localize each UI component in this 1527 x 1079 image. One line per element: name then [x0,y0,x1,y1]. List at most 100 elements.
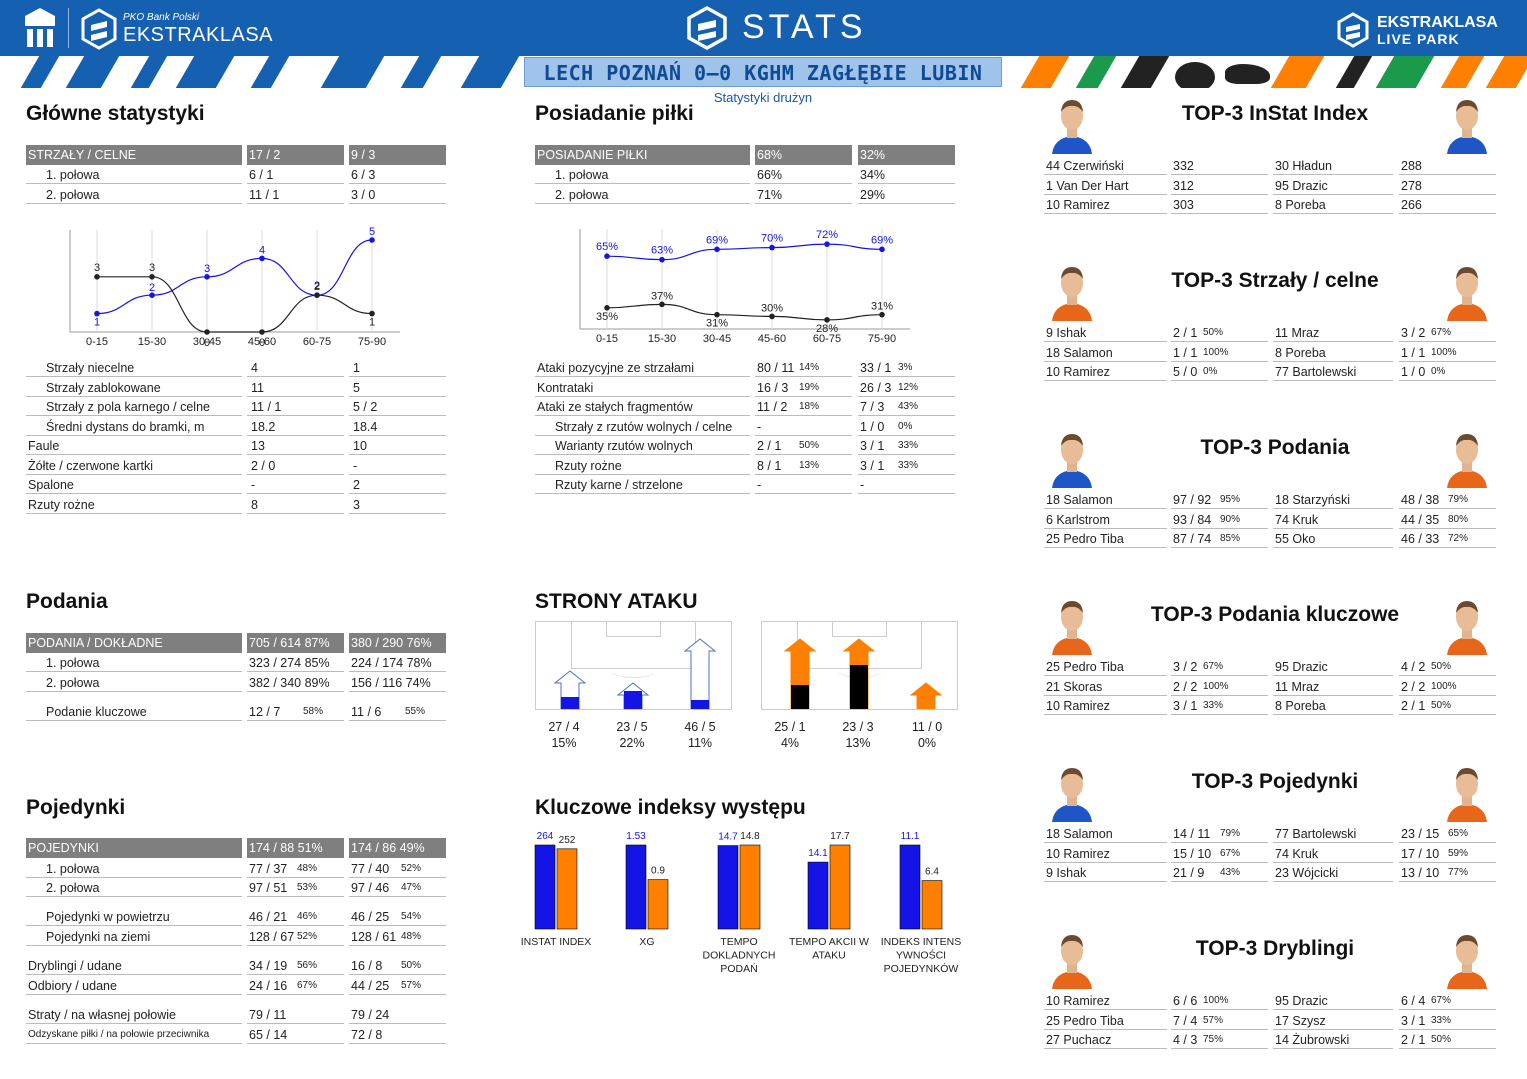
possession-row-away: 33 / 1 3% [858,359,955,377]
percent: 75% [1203,1034,1224,1045]
main-row-text: Rzuty rożne [28,497,95,512]
percent: 100% [1431,680,1457,692]
possession-row: Ataki ze stałych fragmentów [535,398,750,416]
top3-home-player: 10 Ramirez [1044,845,1167,863]
top3-home-player: 10 Ramirez [1044,992,1167,1010]
possession-title: Posiadanie piłki [535,102,694,125]
main-row-text: - [251,478,256,492]
possession-row-away: 3 / 1 33% [858,457,955,475]
duels-away: 128 / 61 48% [349,928,446,946]
main-row-cell: 3 [349,496,446,514]
possession-row: Warianty rzutów wolnych [535,437,750,455]
category-label: INSTAT INDEX [521,936,592,948]
top3-away-player: 23 Wójcicki [1273,864,1393,882]
player-name: 10 Ramirez [1046,846,1110,861]
x-tick-label: 45-60 [248,336,276,348]
home-attack-count: 46 / 5 [684,720,716,734]
value: 93 / 84 [1173,512,1212,527]
main-half-row-cell: 6 / 1 [247,166,344,184]
top3-away-player: 95 Drazic [1273,658,1393,676]
away-data-label: 30% [761,302,783,314]
passes-header-cell: PODANIA / DOKŁADNE [26,633,242,653]
value: 7 / 4 [1173,1013,1198,1028]
main-row-text: 5 / 2 [353,400,378,414]
percent: 18% [799,401,820,412]
passes-row-cell: 323 / 274 85% [247,654,344,672]
duels-home: 97 / 51 53% [247,879,344,897]
main-row-cell: 2 [349,476,446,494]
player-name: 77 Bartolewski [1275,365,1357,379]
home-attack-percent: 15% [551,736,577,750]
home-data-label: 2 [314,281,320,293]
percent: 43% [898,401,919,412]
value: 87 / 74 [1173,532,1212,546]
away-value-label: 14.8 [740,831,760,842]
top3-home-player: 9 Ishak [1044,864,1167,882]
percent: 43% [1220,867,1241,878]
player-photo-icon [1048,593,1096,655]
away-player-avatar [1443,593,1491,655]
percent: 50% [1431,700,1452,711]
top3-home-player: 44 Czerwiński [1044,157,1167,175]
away-data-label: 28% [816,323,838,335]
player-name: 18 Salamon [1046,827,1113,841]
x-tick-label: 75-90 [868,333,896,345]
duels-away: 46 / 25 54% [349,908,446,926]
value: 4 / 2 [1401,660,1426,674]
player-photo-icon [1048,927,1096,989]
home-point [149,292,155,298]
ekstraklasa-logo-icon [80,8,118,50]
away-player-avatar [1443,92,1491,154]
value: 2 / 1 [1401,699,1426,713]
key-pass-away: 11 / 6 55% [349,703,446,721]
value: 21 / 9 [1173,866,1205,880]
top3-home-player: 10 Ramirez [1044,697,1167,715]
percent: 53% [297,882,318,893]
value: 24 / 16 [249,979,288,993]
home-point [369,237,375,243]
home-player-avatar [1048,927,1096,989]
x-tick-label: 15-30 [648,333,676,345]
x-tick-label: 30-45 [193,336,221,348]
away-attack-count: 25 / 1 [774,720,806,734]
value: 97 / 51 [249,881,288,895]
value: 79 / 24 [351,1008,390,1022]
top3-away-player: 17 Szysz [1273,1012,1393,1030]
percent: 56% [297,960,318,971]
value: 11 / 2 [757,400,788,414]
passes-row-cell: 224 / 174 78% [349,654,446,672]
away-bar [647,879,669,930]
value: 2 / 1 [757,439,782,453]
percent: 95% [1220,494,1241,505]
main-header-text: 9 / 3 [351,148,376,162]
home-player-avatar [1048,593,1096,655]
top3-title: TOP-3 InStat Index [1181,102,1369,125]
duels-home: 77 / 37 48% [247,860,344,878]
main-row-cell: 2 / 0 [247,457,344,475]
top3-away-player: 11 Mraz [1273,678,1393,696]
value: 44 / 25 [351,979,390,993]
possession-row-label: Strzały z rzutów wolnych / celne [555,419,733,434]
top3-home-value: 5 / 0 0% [1171,363,1268,381]
away-value-label: 17.7 [830,831,850,842]
value: 97 / 46 [351,881,390,895]
main-row-cell: - [247,476,344,494]
percent: 67% [1431,327,1452,338]
possession-row-home: 80 / 11 14% [755,359,852,377]
main-row-cell: Żółte / czerwone kartki [26,457,242,475]
main-row-cell: 18.2 [247,418,344,436]
away-attack-count: 11 / 0 [911,720,943,734]
possession-row-label: Ataki ze stałych fragmentów [537,400,693,414]
percent: 0% [1431,366,1446,377]
livepark-logo-icon [1336,12,1370,48]
away-bar [921,880,943,930]
percent: 59% [1448,847,1469,859]
top3-home-value: 15 / 10 67% [1171,845,1268,863]
home-series-line [96,239,373,315]
home-point [259,255,265,262]
duels-away: 16 / 8 50% [349,957,446,975]
percent: 47% [401,882,422,893]
player-name: 14 Żubrowski [1275,1033,1350,1047]
value: 97 / 92 [1173,493,1212,507]
player-name: 10 Ramirez [1046,994,1110,1008]
